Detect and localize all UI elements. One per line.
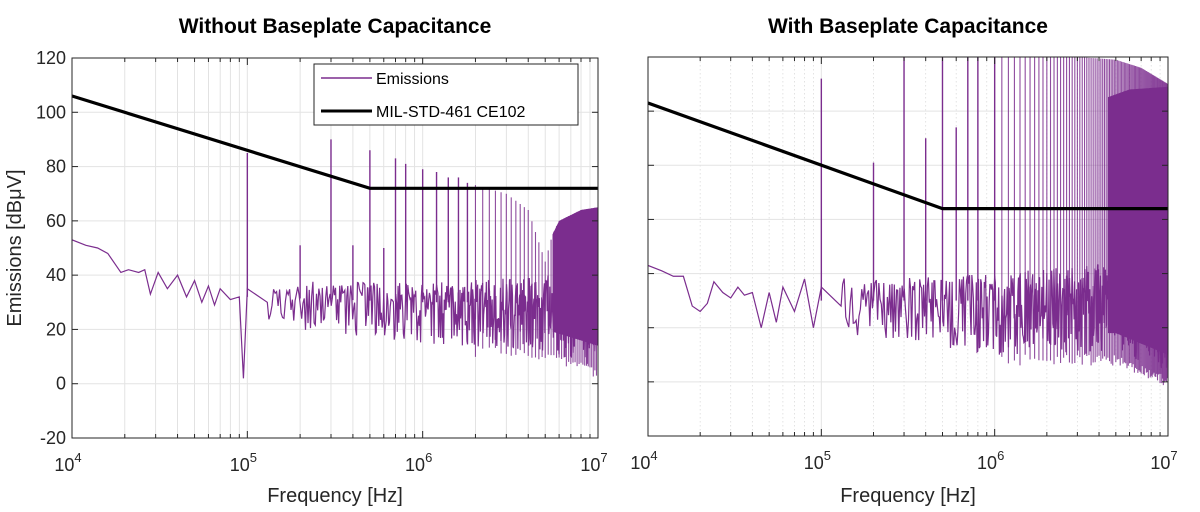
x-tick-base: 10 <box>977 453 997 473</box>
x-tick-base: 10 <box>405 455 425 475</box>
x-tick-exponent: 4 <box>74 450 81 465</box>
y-tick-label: 60 <box>46 211 66 231</box>
x-tick-base: 10 <box>54 455 74 475</box>
y-axis-label: Emissions [dBμV] <box>4 169 26 326</box>
axes <box>647 56 1169 437</box>
emissions-dense-band <box>552 207 598 346</box>
y-tick-label: 20 <box>46 319 66 339</box>
axes-box <box>71 57 599 439</box>
x-tick-base: 10 <box>630 453 650 473</box>
x-tick-label: 105 <box>230 450 257 475</box>
legend: Emissions MIL-STD-461 CE102 <box>313 63 579 126</box>
x-tick-exponent: 4 <box>650 448 657 463</box>
legend-box <box>313 63 579 126</box>
x-tick-base: 10 <box>580 455 600 475</box>
legend-label-limit: MIL-STD-461 CE102 <box>376 104 525 121</box>
chart-title: Without Baseplate Capacitance <box>179 15 492 38</box>
x-tick-base: 10 <box>230 455 250 475</box>
x-tick-exponent: 7 <box>1170 448 1177 463</box>
y-tick-label: 40 <box>46 265 66 285</box>
series-emissions-line <box>648 264 1168 369</box>
y-tick-label: 120 <box>36 48 66 68</box>
x-axis-label: Frequency [Hz] <box>267 485 403 507</box>
chart-title: With Baseplate Capacitance <box>768 15 1048 38</box>
series-emissions-line <box>72 239 598 379</box>
x-tick-label: 107 <box>1150 448 1177 473</box>
x-tick-label: 106 <box>405 450 432 475</box>
x-tick-base: 10 <box>804 453 824 473</box>
x-tick-exponent: 5 <box>824 448 831 463</box>
emissions-dense-band <box>1107 86 1168 355</box>
y-tick-label: 0 <box>56 374 66 394</box>
y-tick-label: -20 <box>40 428 66 448</box>
axes <box>71 57 599 439</box>
panel-without-baseplate: Without Baseplate Capacitance -20 0 20 40 60… <box>4 15 608 507</box>
x-tick-labels: 104 105 106 107 <box>630 448 1177 473</box>
x-tick-exponent: 7 <box>600 450 607 465</box>
series-limit-line <box>648 101 1168 211</box>
x-tick-base: 10 <box>1150 453 1170 473</box>
series-limit-line <box>72 94 598 190</box>
x-axis-label: Frequency [Hz] <box>840 485 976 507</box>
x-tick-exponent: 6 <box>425 450 432 465</box>
x-tick-exponent: 5 <box>250 450 257 465</box>
x-tick-label: 104 <box>54 450 81 475</box>
x-tick-label: 106 <box>977 448 1004 473</box>
x-tick-exponent: 6 <box>997 448 1004 463</box>
y-tick-label: 100 <box>36 102 66 122</box>
y-tick-label: 80 <box>46 157 66 177</box>
grid <box>648 57 1168 436</box>
panel-with-baseplate: With Baseplate Capacitance 104 105 106 107 … <box>630 15 1177 507</box>
axes-box <box>647 56 1169 437</box>
plot-area <box>648 57 1168 386</box>
plot-area <box>72 94 598 379</box>
x-tick-label: 104 <box>630 448 657 473</box>
legend-label-emissions: Emissions <box>376 71 449 88</box>
x-tick-labels: 104 105 106 107 <box>54 450 607 475</box>
y-tick-labels: -20 0 20 40 60 80 100 120 <box>36 48 66 448</box>
x-tick-label: 107 <box>580 450 607 475</box>
x-tick-label: 105 <box>804 448 831 473</box>
